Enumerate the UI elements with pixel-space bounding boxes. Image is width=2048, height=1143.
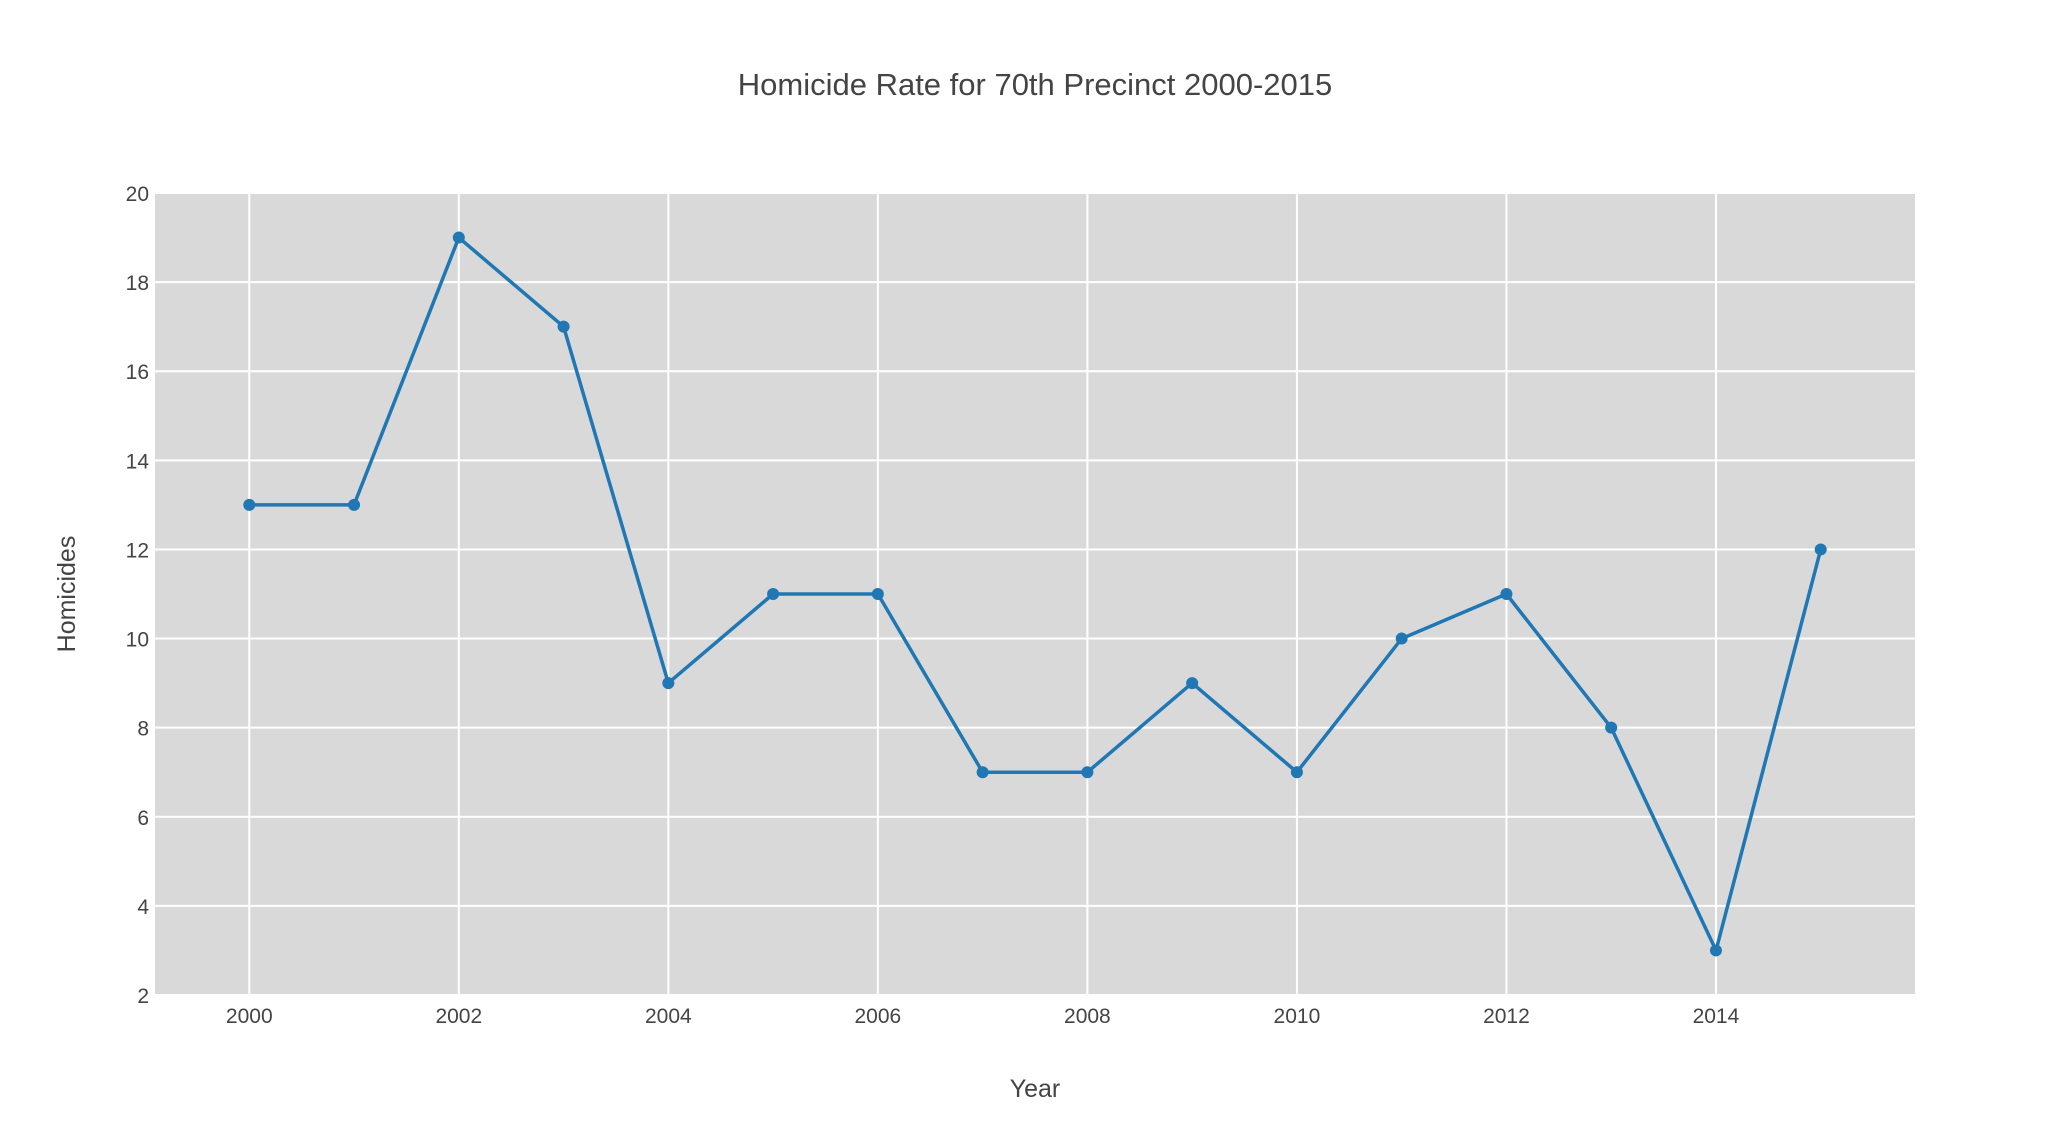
data-point[interactable]	[1605, 721, 1618, 734]
data-point[interactable]	[1395, 632, 1408, 645]
chart-title: Homicide Rate for 70th Precinct 2000-201…	[738, 67, 1333, 102]
data-point[interactable]	[1814, 543, 1827, 556]
data-point[interactable]	[1186, 677, 1199, 690]
x-tick-label: 2004	[645, 1005, 692, 1028]
y-tick-label: 6	[137, 807, 149, 830]
data-point[interactable]	[348, 498, 361, 511]
data-point[interactable]	[767, 588, 780, 600]
data-point[interactable]	[976, 766, 989, 779]
data-point[interactable]	[1081, 766, 1094, 779]
data-point[interactable]	[662, 677, 675, 690]
y-tick-label: 18	[126, 272, 149, 295]
data-point[interactable]	[557, 320, 570, 333]
y-tick-label: 16	[126, 361, 149, 384]
x-tick-label: 2000	[226, 1005, 273, 1028]
y-tick-label: 4	[137, 896, 149, 919]
x-tick-label: 2002	[435, 1005, 482, 1028]
data-point[interactable]	[1500, 588, 1513, 600]
y-axis-title: Homicides	[53, 536, 81, 653]
y-tick-label: 12	[126, 539, 149, 562]
y-tick-label: 14	[126, 450, 150, 473]
x-tick-label: 2010	[1274, 1005, 1321, 1028]
plot-area	[155, 193, 1915, 995]
x-tick-label: 2006	[854, 1005, 901, 1028]
y-tick-label: 10	[126, 629, 149, 652]
x-tick-label: 2012	[1483, 1005, 1530, 1028]
y-tick-label: 20	[126, 183, 149, 206]
data-point[interactable]	[1290, 766, 1303, 779]
x-axis-title: Year	[1010, 1075, 1061, 1103]
data-point[interactable]	[452, 231, 465, 244]
axes: 2 4 6 8 10 12 14 16 18 20 2000 2002 2004 2006 2008 2010…	[126, 183, 1740, 1028]
x-tick-label: 2008	[1064, 1005, 1111, 1028]
series-line	[249, 235, 1823, 953]
data-point[interactable]	[243, 498, 256, 511]
data-point[interactable]	[1709, 944, 1722, 957]
x-tick-label: 2014	[1693, 1005, 1740, 1028]
data-point[interactable]	[871, 588, 884, 600]
y-tick-label: 2	[137, 985, 149, 1008]
y-tick-label: 8	[137, 718, 149, 741]
series-layer	[243, 231, 1827, 957]
